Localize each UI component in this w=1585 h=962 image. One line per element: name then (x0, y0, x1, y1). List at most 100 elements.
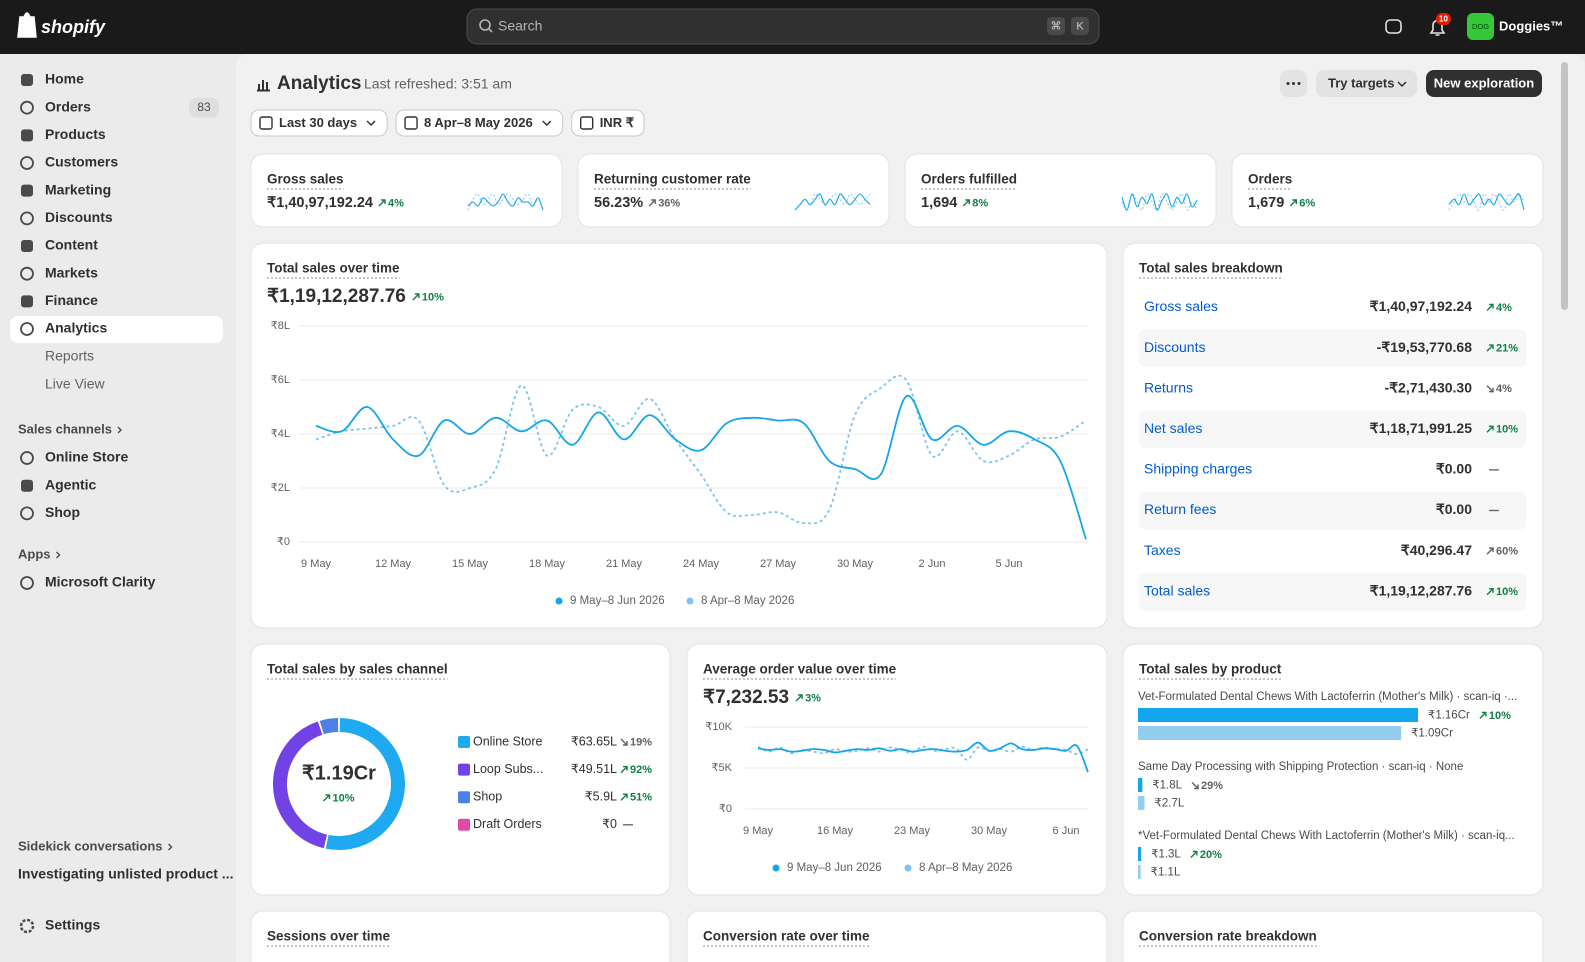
chart-title: Average order value over time (703, 662, 897, 677)
nav-sub-item[interactable]: Reports (45, 348, 94, 364)
nav-item[interactable]: Content (45, 237, 98, 253)
bar (1138, 708, 1418, 722)
donut-segment (319, 718, 339, 735)
kpi-label: Orders fulfilled (921, 172, 1017, 187)
legend-label: 9 May–8 Jun 2026 (787, 862, 882, 874)
nav-item[interactable]: Shop (45, 504, 80, 520)
chart-card (686, 910, 1108, 962)
nav-item[interactable]: Marketing (45, 181, 111, 197)
dot (1292, 82, 1295, 85)
chart-card (250, 242, 1108, 629)
nav-item[interactable]: Online Store (45, 449, 128, 465)
change-arrow (795, 694, 803, 702)
kpi-card (577, 153, 890, 228)
search-placeholder: Search (498, 18, 542, 34)
row-label[interactable]: Return fees (1144, 501, 1216, 517)
nav-item[interactable]: Finance (45, 292, 98, 308)
change-value: 29% (1201, 780, 1223, 792)
search-icon (479, 19, 491, 31)
card-title: Conversion rate breakdown (1139, 929, 1317, 944)
nav-item[interactable]: Microsoft Clarity (45, 574, 156, 590)
x-tick-label: 12 May (375, 558, 412, 570)
y-tick-label: ₹4L (271, 428, 290, 440)
change-value: 6% (1299, 197, 1315, 209)
legend-swatch (555, 597, 563, 605)
chart-card (1122, 910, 1544, 962)
y-tick-label: ₹6L (271, 374, 290, 386)
nav-icon (21, 184, 33, 197)
store-avatar[interactable] (1467, 13, 1494, 40)
x-tick-label: 30 May (971, 825, 1008, 837)
bar (1138, 778, 1143, 792)
change-value: 19% (630, 736, 652, 748)
brand-icon (17, 12, 37, 38)
row-label[interactable]: Shipping charges (1144, 461, 1252, 477)
nav-icon (21, 129, 33, 142)
section-title[interactable]: Sales channels (18, 421, 112, 436)
y-tick-label: ₹8L (271, 320, 290, 332)
nav-item[interactable]: Settings (45, 917, 100, 933)
search-icon (488, 28, 493, 33)
row-value: ₹0.00 (1436, 461, 1472, 477)
change-arrow (648, 199, 656, 207)
kpi-label: Gross sales (267, 172, 344, 187)
store-name[interactable]: Doggies™ (1499, 18, 1563, 33)
search-box[interactable] (466, 8, 1100, 45)
row-label[interactable]: Net sales (1144, 420, 1202, 436)
last-refreshed: Last refreshed: 3:51 am (364, 76, 512, 92)
chevron (366, 120, 376, 126)
nav-item[interactable]: Orders (45, 98, 91, 114)
nav-icon (20, 506, 34, 521)
nav-item[interactable]: Analytics (45, 320, 107, 336)
section-title[interactable]: Sidekick conversations (18, 838, 163, 853)
sidekick-icon[interactable] (1385, 19, 1402, 34)
chart-card (686, 643, 1108, 896)
change-value: 4% (388, 197, 404, 209)
legend-swatch (904, 864, 912, 872)
try-targets-label: Try targets (1328, 75, 1394, 90)
kbd-key: K (1076, 20, 1084, 32)
chevron (542, 120, 552, 126)
legend-value: ₹0 (602, 817, 617, 831)
nav-item[interactable]: Agentic (45, 476, 97, 492)
bar-label: ₹1.8L (1152, 780, 1182, 792)
try-targets-button[interactable] (1316, 70, 1417, 97)
change-arrow (1289, 199, 1297, 207)
filter-button[interactable] (250, 109, 388, 137)
change-value: 10% (332, 792, 354, 804)
nav-item[interactable]: Home (45, 71, 84, 87)
nav-sub-item[interactable]: Live View (45, 376, 106, 392)
change-value: 10% (1489, 710, 1511, 722)
nav-icon (20, 576, 34, 590)
chevron (117, 426, 122, 434)
bar (1138, 865, 1141, 879)
sparkline (794, 193, 871, 211)
row-label[interactable]: Returns (1144, 379, 1193, 395)
change-arrow (1486, 344, 1494, 352)
change-arrow (1486, 425, 1494, 433)
change-arrow (412, 293, 420, 301)
x-tick-label: 2 Jun (919, 558, 946, 570)
section-title[interactable]: Apps (18, 546, 51, 561)
new-exploration-button[interactable] (1426, 70, 1542, 97)
nav-item[interactable]: Discounts (45, 209, 113, 225)
legend-label: 9 May–8 Jun 2026 (570, 595, 665, 607)
filter-icon (404, 116, 418, 130)
legend-swatch (686, 597, 694, 605)
row-label[interactable]: Total sales (1144, 582, 1210, 598)
row-label[interactable]: Taxes (1144, 542, 1181, 558)
nav-item[interactable]: Markets (45, 264, 98, 280)
bar (1138, 726, 1402, 740)
kpi-label: Orders (1248, 172, 1292, 187)
row-label[interactable]: Discounts (1144, 339, 1205, 355)
donut-center-value: ₹1.19Cr (302, 762, 376, 784)
nav-item[interactable]: Customers (45, 154, 118, 170)
filter-button[interactable] (395, 109, 564, 137)
nav-item[interactable]: Investigating unlisted product ... (18, 866, 233, 882)
nav-item[interactable]: Products (45, 126, 106, 142)
change-arrow (620, 738, 628, 746)
row-label[interactable]: Gross sales (1144, 298, 1218, 314)
row-value: ₹1,40,97,192.24 (1370, 298, 1473, 314)
row-value: ₹40,296.47 (1401, 542, 1472, 558)
